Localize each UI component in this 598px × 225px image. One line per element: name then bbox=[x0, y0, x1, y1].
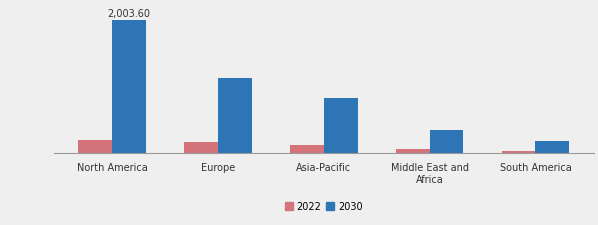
Bar bbox=[218, 79, 252, 153]
Bar bbox=[535, 142, 569, 153]
Legend: 2022, 2030: 2022, 2030 bbox=[281, 198, 367, 215]
Bar bbox=[184, 142, 218, 153]
Bar bbox=[396, 149, 429, 153]
Bar bbox=[429, 130, 463, 153]
Bar bbox=[324, 99, 358, 153]
Bar bbox=[502, 151, 535, 153]
Bar bbox=[290, 146, 324, 153]
Bar bbox=[112, 20, 146, 153]
Bar bbox=[78, 140, 112, 153]
Text: 2,003.60: 2,003.60 bbox=[108, 9, 151, 19]
